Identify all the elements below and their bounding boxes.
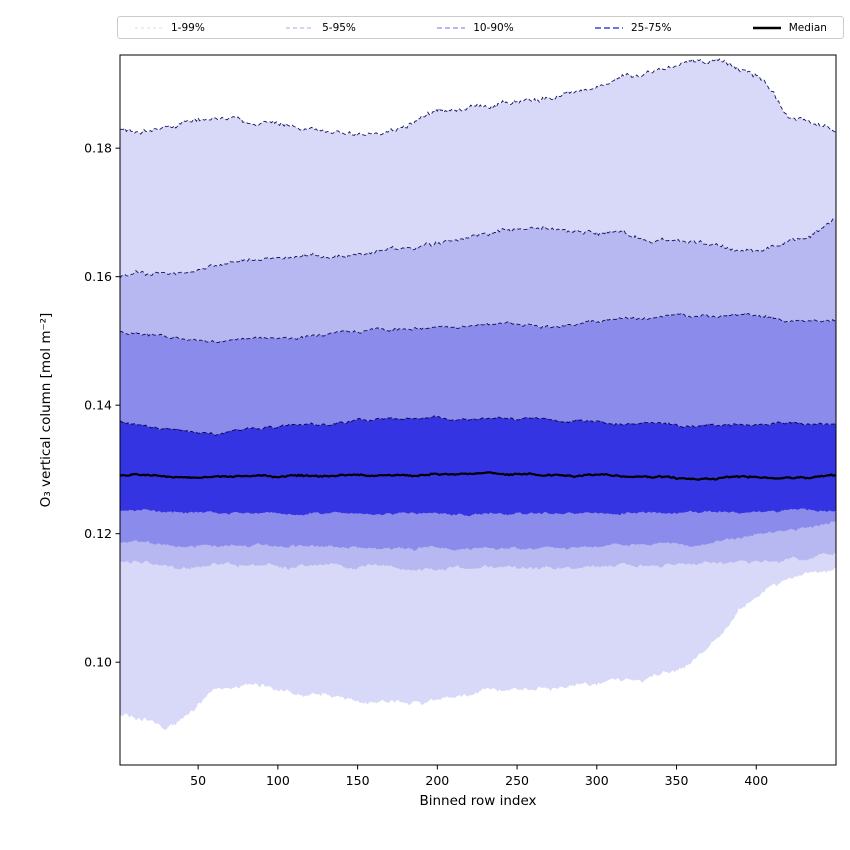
bands-layer bbox=[120, 58, 836, 730]
band-edge-25-75% bbox=[120, 415, 836, 437]
x-tick-label: 300 bbox=[585, 773, 609, 788]
x-tick-label: 350 bbox=[665, 773, 689, 788]
x-axis-label: Binned row index bbox=[419, 793, 537, 809]
plot-frame bbox=[119, 54, 837, 766]
legend-label-10-90: 10-90% bbox=[473, 21, 514, 34]
y-tick-label: 0.16 bbox=[84, 269, 112, 284]
x-tick-label: 100 bbox=[266, 773, 290, 788]
legend-label-5-95: 5-95% bbox=[322, 21, 356, 34]
legend-line-median-icon bbox=[752, 26, 781, 29]
band-edge-10-90% bbox=[120, 312, 836, 344]
legend-item-1-99: 1-99% bbox=[134, 22, 205, 34]
x-tick-label: 400 bbox=[744, 773, 768, 788]
legend-label-median: Median bbox=[788, 21, 827, 34]
y-tick-label: 0.18 bbox=[84, 140, 112, 155]
median-line bbox=[120, 471, 836, 481]
legend: 1-99% 5-95% 10-90% 25-75% Median bbox=[117, 16, 844, 39]
legend-line-1-99-icon bbox=[135, 26, 163, 29]
x-tick-label: 200 bbox=[425, 773, 449, 788]
x-tick-label: 250 bbox=[505, 773, 529, 788]
band-25-75% bbox=[120, 415, 836, 517]
band-edge-1-99% bbox=[120, 58, 836, 136]
legend-item-median: Median bbox=[752, 22, 827, 34]
y-tick-label: 0.14 bbox=[84, 397, 112, 412]
x-tick-label: 150 bbox=[346, 773, 370, 788]
legend-label-1-99: 1-99% bbox=[171, 21, 205, 34]
legend-label-25-75: 25-75% bbox=[630, 21, 672, 34]
y-tick-label: 0.12 bbox=[84, 526, 112, 541]
legend-item-10-90: 10-90% bbox=[436, 22, 514, 34]
legend-item-25-75: 25-75% bbox=[594, 21, 672, 34]
band-edge-5-95% bbox=[120, 218, 836, 279]
y-axis-label: O₃ vertical column [mol m⁻²] bbox=[38, 312, 54, 508]
x-tick-label: 50 bbox=[190, 773, 206, 788]
legend-line-25-75-icon bbox=[594, 26, 623, 29]
y-tick-label: 0.10 bbox=[84, 654, 112, 669]
legend-line-10-90-icon bbox=[437, 26, 466, 29]
legend-line-5-95-icon bbox=[286, 26, 315, 29]
legend-item-5-95: 5-95% bbox=[285, 22, 356, 34]
